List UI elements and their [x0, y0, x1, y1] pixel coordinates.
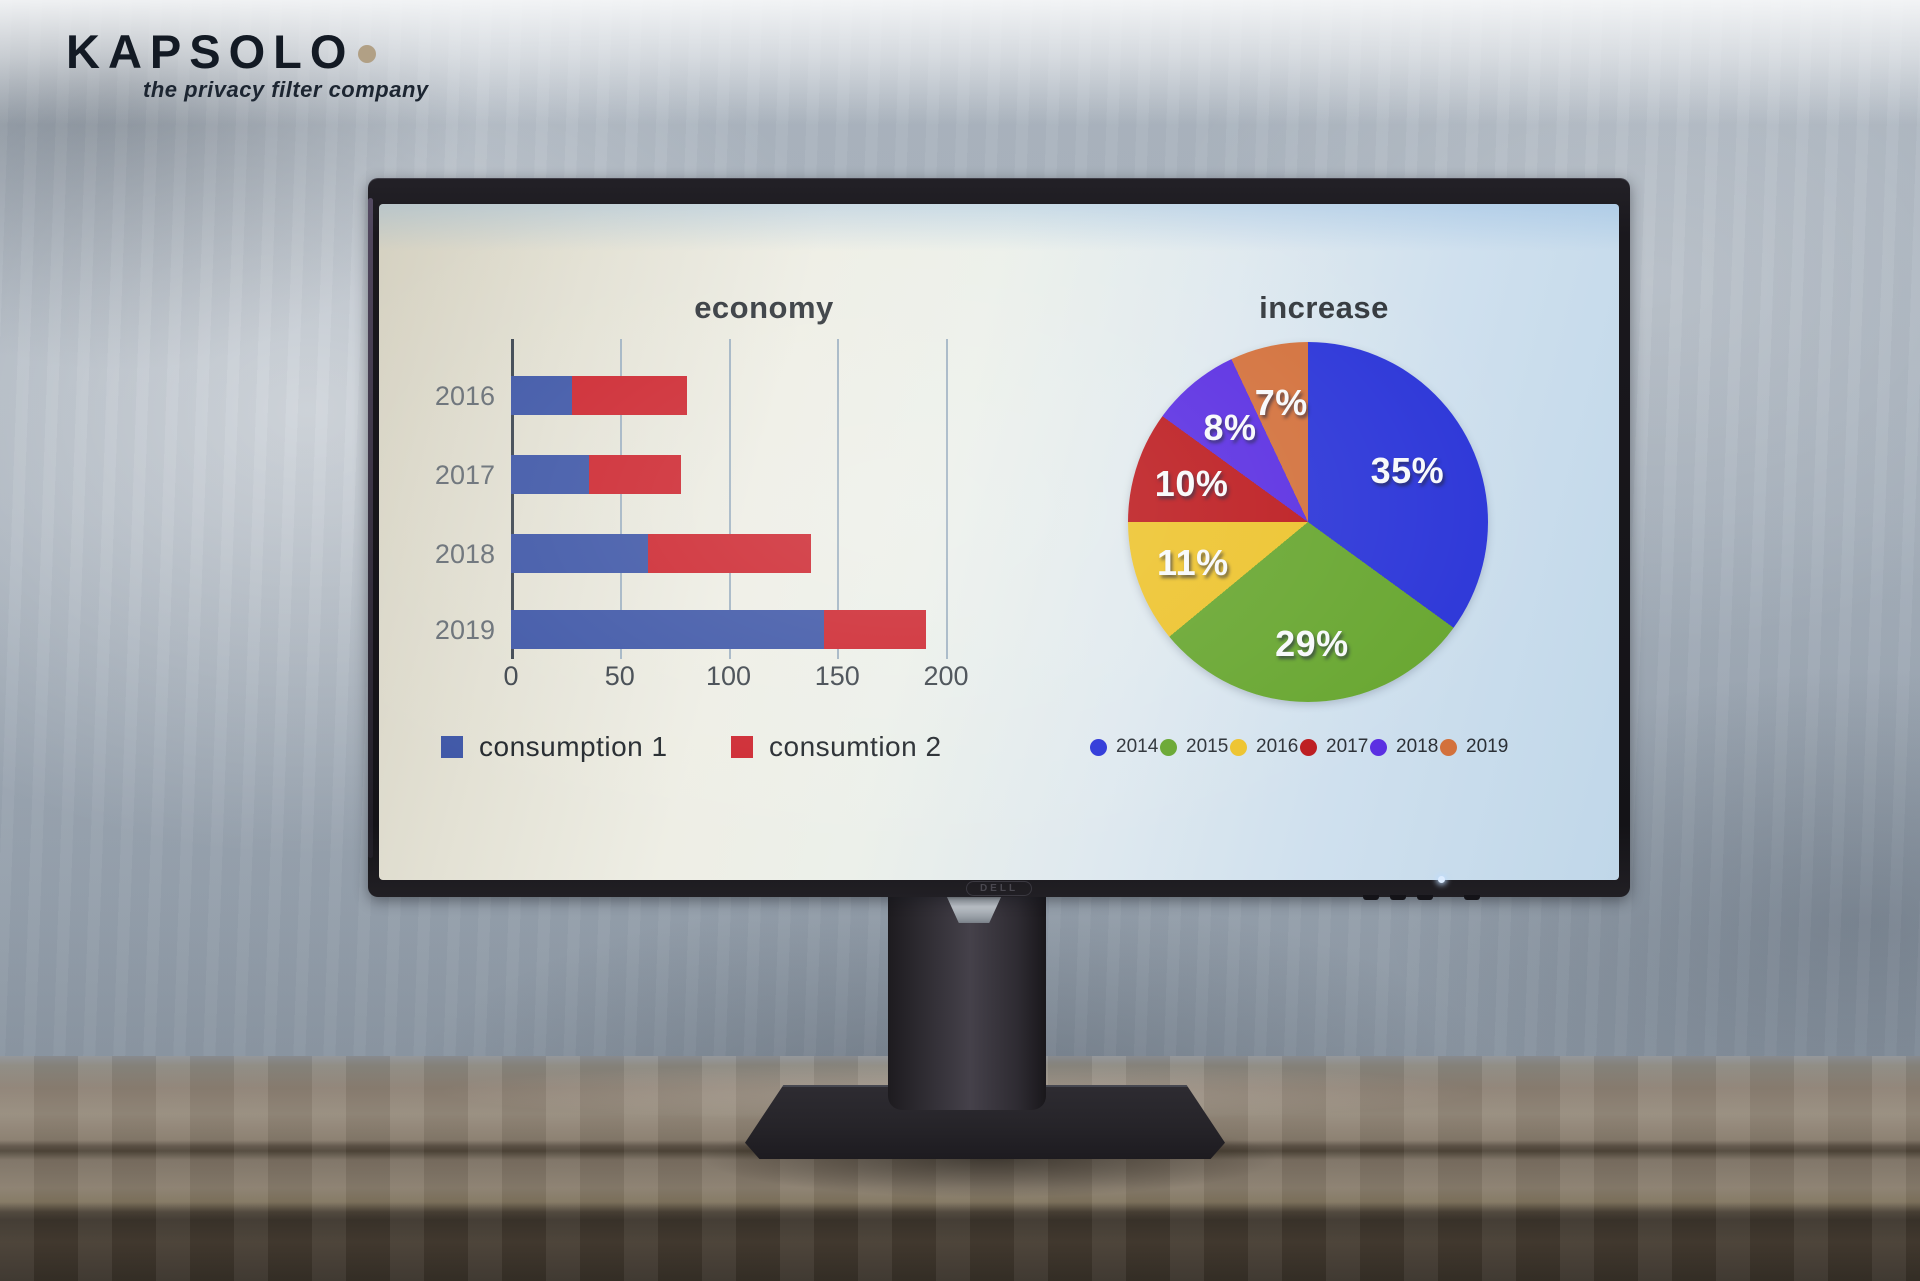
- pie-legend-item-2017: 2017: [1300, 736, 1368, 758]
- pie-legend-item-2019: 2019: [1440, 736, 1508, 758]
- bar-segment-consumption-1: [511, 376, 572, 415]
- bezel-button: [1417, 895, 1433, 900]
- x-tick-label: 0: [466, 661, 556, 692]
- pie-legend-item-2015: 2015: [1160, 736, 1228, 758]
- bar-segment-consumtion-2: [571, 376, 688, 415]
- kapsolo-logo-text: KAPSOLO: [66, 25, 355, 78]
- bar-year-label: 2019: [407, 615, 495, 646]
- bar-segment-consumtion-2: [648, 534, 812, 573]
- pie-legend-dot: [1440, 738, 1457, 756]
- pie-legend-label: 2016: [1256, 736, 1298, 758]
- bar-year-label: 2018: [407, 539, 495, 570]
- legend-swatch-red: [731, 736, 753, 758]
- bar-segment-consumption-1: [511, 610, 825, 649]
- bar-legend-item-consumption1: consumption 1: [441, 731, 668, 763]
- power-button: [1464, 895, 1480, 900]
- pie-legend-dot: [1300, 738, 1317, 756]
- bar-year-label: 2016: [407, 381, 495, 412]
- x-tick-label: 200: [901, 661, 991, 692]
- pie-percent-label-2014: 35%: [1371, 450, 1445, 492]
- pie-chart: [1128, 342, 1488, 702]
- top-white-band: [0, 0, 1920, 125]
- bezel-reflection: [368, 198, 373, 858]
- pie-legend-item-2018: 2018: [1370, 736, 1438, 758]
- pie-legend-label: 2018: [1396, 736, 1438, 758]
- bar-legend-item-consumption2: consumtion 2: [731, 731, 942, 763]
- pie-percent-label-2017: 10%: [1155, 463, 1229, 505]
- x-tick-label: 150: [792, 661, 882, 692]
- x-tick-label: 50: [575, 661, 665, 692]
- monitor: economy 0 50 100 150 200 2016 2017 2018 2019 con…: [368, 178, 1630, 900]
- x-gridline: [837, 339, 840, 659]
- bar-segment-consumtion-2: [824, 610, 927, 649]
- pie-legend-dot: [1090, 738, 1107, 756]
- power-led: [1438, 876, 1445, 883]
- screen-glare: [379, 204, 1619, 880]
- bezel-button: [1390, 895, 1406, 900]
- kapsolo-logo: KAPSOLO the privacy filter company: [66, 28, 429, 103]
- bar-segment-consumption-1: [511, 455, 590, 494]
- legend-swatch-blue: [441, 736, 463, 758]
- pie-legend-item-2016: 2016: [1230, 736, 1298, 758]
- pie-legend-dot: [1370, 738, 1387, 756]
- pie-chart-title: increase: [1179, 290, 1469, 326]
- pie-legend-dot: [1160, 738, 1177, 756]
- x-tick-label: 100: [684, 661, 774, 692]
- monitor-stand-neck: [888, 888, 1046, 1110]
- bar-year-label: 2017: [407, 460, 495, 491]
- dell-logo: DELL: [966, 881, 1032, 896]
- pie-percent-label-2016: 11%: [1157, 542, 1229, 584]
- legend-label-consumption1: consumption 1: [479, 731, 668, 763]
- bar-chart-title: economy: [609, 290, 919, 326]
- legend-label-consumption2: consumtion 2: [769, 731, 942, 763]
- x-gridline: [728, 339, 731, 659]
- bar-segment-consumption-1: [511, 534, 649, 573]
- pie-legend-dot: [1230, 738, 1247, 756]
- pie-percent-label-2015: 29%: [1275, 623, 1349, 665]
- bezel-button: [1363, 895, 1379, 900]
- kapsolo-logo-dot: [358, 45, 376, 63]
- pie-percent-label-2019: 7%: [1255, 382, 1308, 424]
- pie-legend-item-2014: 2014: [1090, 736, 1158, 758]
- kapsolo-tagline: the privacy filter company: [143, 77, 429, 102]
- bar-segment-consumtion-2: [589, 455, 681, 494]
- pie-percent-label-2018: 8%: [1203, 407, 1256, 449]
- pie-legend-label: 2014: [1116, 736, 1158, 758]
- monitor-screen: economy 0 50 100 150 200 2016 2017 2018 2019 con…: [379, 204, 1619, 880]
- pie-legend-label: 2019: [1466, 736, 1508, 758]
- pie-legend-label: 2017: [1326, 736, 1368, 758]
- y-axis-line: [511, 339, 514, 659]
- x-gridline: [619, 339, 622, 659]
- x-gridline: [946, 339, 948, 659]
- pie-legend-label: 2015: [1186, 736, 1228, 758]
